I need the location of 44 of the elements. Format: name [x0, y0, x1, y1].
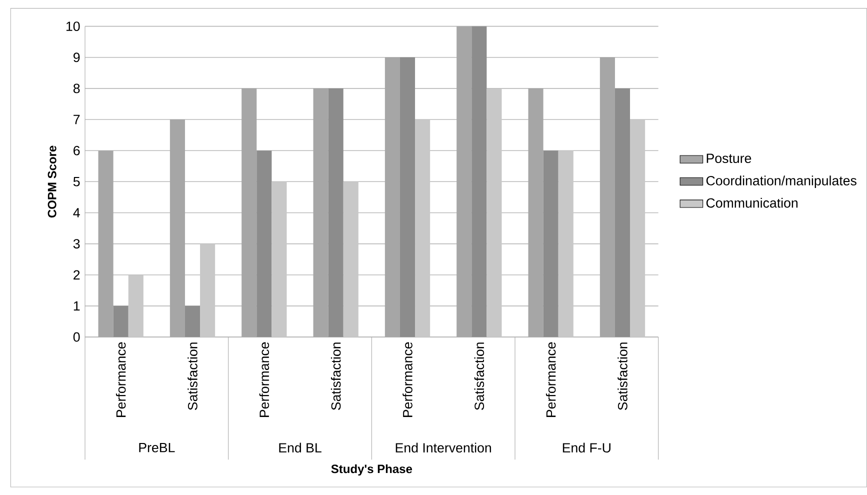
- x-tick-label: Performance: [546, 342, 556, 417]
- x-tick-label: Performance: [116, 342, 126, 417]
- bar: [184, 306, 200, 337]
- bar: [256, 150, 272, 337]
- y-tick-label: 10: [66, 22, 80, 32]
- y-tick-label: 0: [73, 332, 80, 342]
- y-tick-label: 5: [73, 177, 80, 186]
- bar: [472, 26, 487, 337]
- y-tick-label: 2: [74, 270, 80, 280]
- y-tick-label: 7: [74, 114, 80, 124]
- y-tick-label: 3: [73, 239, 80, 249]
- legend-label: Coordination/manipulates: [706, 176, 856, 188]
- text: End Intervention: [396, 442, 491, 453]
- bar: [200, 244, 216, 337]
- y-tick-label: 6: [74, 146, 80, 156]
- y-tick-label: 4: [73, 208, 80, 218]
- legend-label: Communication: [706, 198, 798, 208]
- bar: [415, 120, 430, 337]
- x-tick-label: Satisfaction: [474, 342, 484, 410]
- bar: [343, 182, 358, 337]
- text: PreBL: [139, 442, 175, 452]
- x-tick-label: Satisfaction: [330, 342, 341, 410]
- x-tick-label: Performance: [402, 342, 412, 417]
- bar: [113, 306, 128, 337]
- x-tick-label: Performance: [259, 342, 270, 417]
- y-axis-title: COPM Score: [48, 146, 56, 218]
- x-tick-label: Satisfaction: [188, 342, 198, 410]
- y-tick-label: 1: [74, 301, 80, 311]
- bar: [486, 88, 502, 337]
- y-tick-label: 8: [73, 84, 80, 94]
- bar: [400, 57, 416, 337]
- x-axis-title: Study's Phase: [331, 464, 412, 476]
- bar: [558, 150, 574, 337]
- x-tick-label: Satisfaction: [618, 342, 628, 410]
- bar: [630, 120, 646, 337]
- text: End F-U: [562, 442, 610, 453]
- bar: [272, 182, 287, 337]
- bar: [543, 150, 558, 337]
- bar: [128, 274, 144, 337]
- y-tick-label: 9: [74, 52, 80, 62]
- bar: [614, 88, 630, 337]
- legend-label: Posture: [706, 154, 752, 164]
- bar: [328, 88, 344, 337]
- text: End BL: [279, 442, 322, 453]
